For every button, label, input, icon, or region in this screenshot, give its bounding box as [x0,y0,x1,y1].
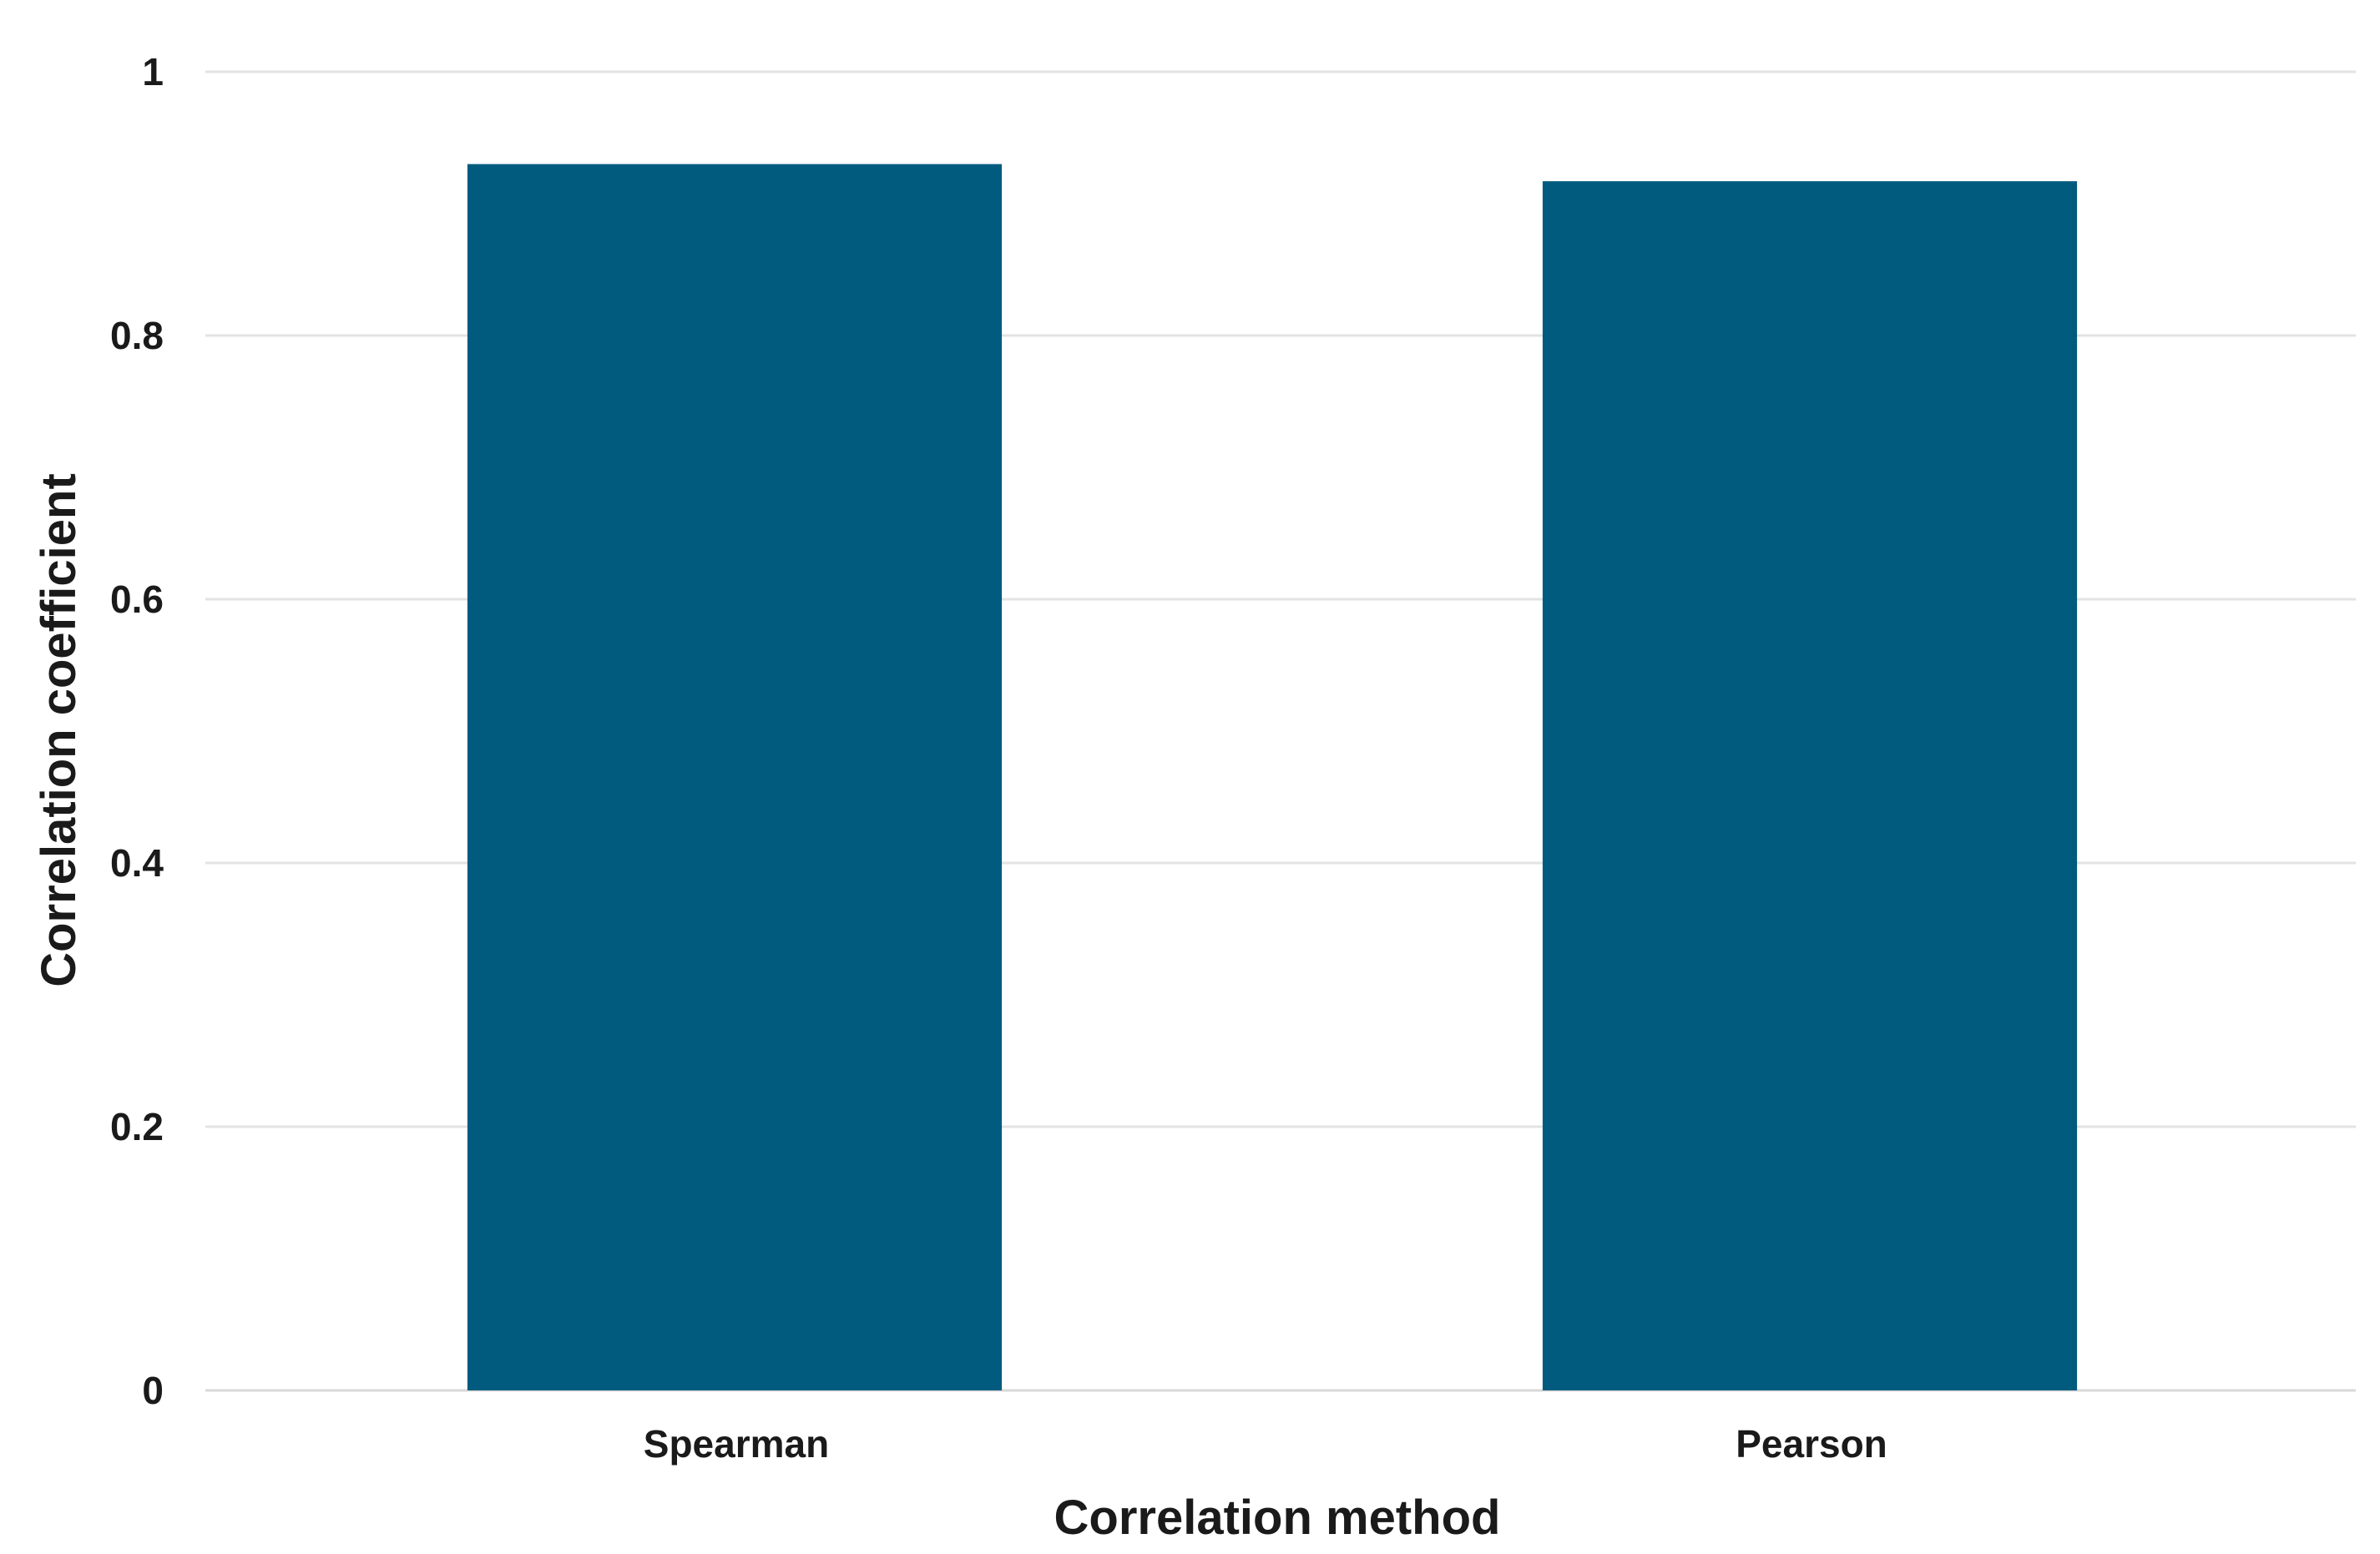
y-tick-label: 0.8 [110,314,164,357]
y-axis-title: Correlation coefficient [32,473,86,987]
bars [467,164,2078,1391]
y-tick-label: 1 [142,50,164,93]
x-tick-label: Pearson [1736,1422,1887,1466]
y-tick-label: 0.6 [110,578,164,621]
y-tick-label: 0.2 [110,1105,164,1148]
y-tick-label: 0.4 [110,841,164,885]
y-axis-tick-labels: 0 0.2 0.4 0.6 0.8 1 [110,50,164,1412]
x-axis-tick-labels: Spearman Pearson [644,1422,1887,1466]
bar-pearson [1542,181,2078,1390]
x-axis-title: Correlation method [1054,1491,1501,1545]
x-tick-label: Spearman [644,1422,829,1466]
y-tick-label: 0 [142,1369,164,1412]
bar-spearman [467,164,1003,1391]
